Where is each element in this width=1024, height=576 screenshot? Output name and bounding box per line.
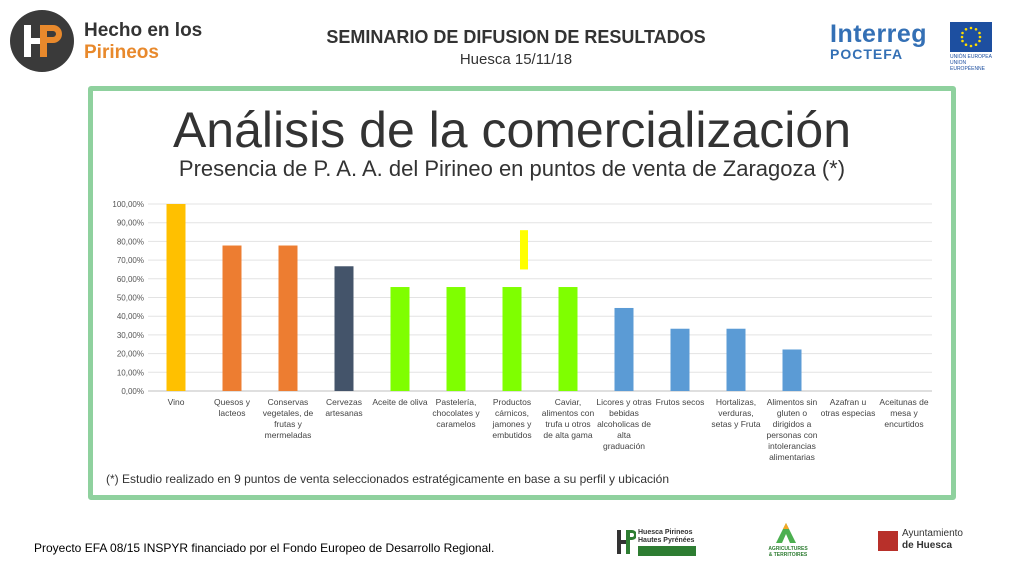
bar xyxy=(222,245,242,391)
bar xyxy=(166,204,186,391)
bar xyxy=(502,287,522,391)
bar-chart: 0,00% 10,00% 20,00% 30,00% 40,00% 50,00% 60,00… xyxy=(96,194,942,474)
bar-chart-canvas: 0,00% 10,00% 20,00% 30,00% 40,00% 50,00% 60,00… xyxy=(112,200,932,396)
ayto-line2: de Huesca xyxy=(902,540,953,551)
hpyr-band xyxy=(638,546,696,556)
slide-title: Análisis de la comercialización xyxy=(172,102,852,158)
y-tick-label: 40,00% xyxy=(117,312,144,321)
interreg-logo: Interreg POCTEFA xyxy=(830,20,928,63)
bar xyxy=(278,245,298,391)
slide-subtitle: Presencia de P. A. A. del Pirineo en pun… xyxy=(178,156,846,181)
interreg-sub: POCTEFA xyxy=(830,46,904,62)
bar xyxy=(782,349,802,391)
hecho-en-los-pirineos-logo-icon xyxy=(10,10,74,72)
hpyr-text: Huesca Pirineos Hautes Pyrénées xyxy=(638,529,694,545)
x-category-label: Hortalizas, verduras, setas y Fruta xyxy=(711,397,761,429)
y-tick-label: 20,00% xyxy=(117,350,144,359)
x-category-label: Aceite de oliva xyxy=(372,397,428,407)
bar xyxy=(390,287,410,391)
brand-line1: Hecho en los xyxy=(84,20,203,41)
eu-text: UNIÓN EUROPEA UNION EUROPÉENNE xyxy=(950,54,992,72)
funding-statement: Proyecto EFA 08/15 INSPYR financiado por… xyxy=(34,541,495,555)
ayto-line1: Ayuntamiento xyxy=(902,528,963,539)
y-tick-label: 70,00% xyxy=(117,256,144,265)
x-category-label: Quesos y lacteos xyxy=(214,397,250,418)
y-tick-label: 0,00% xyxy=(121,387,144,396)
x-category-label: Aceitunas de mesa y encurtidos xyxy=(879,397,929,429)
huesca-pirineos-logo: Huesca Pirineos Hautes Pyrénées xyxy=(616,528,698,560)
x-category-label: Azafran u otras especias xyxy=(820,397,876,418)
x-category-label: Conservas vegetales, de frutas y mermela… xyxy=(262,397,314,440)
y-tick-label: 50,00% xyxy=(117,294,144,303)
agri-leaf-icon xyxy=(774,522,798,544)
hpyr-line2: Hautes Pyrénées xyxy=(638,537,695,544)
ayto-crest-icon xyxy=(878,531,898,551)
seminar-subtitle: Huesca 15/11/18 xyxy=(459,51,573,68)
footnote: (*) Estudio realizado en 9 puntos de ven… xyxy=(106,472,670,486)
bar xyxy=(726,328,746,391)
x-category-label: Vino xyxy=(167,397,185,407)
interreg-name: Interreg xyxy=(830,20,928,48)
y-tick-label: 80,00% xyxy=(117,237,144,246)
y-tick-label: 100,00% xyxy=(112,200,144,209)
x-category-label: Licores y otras bebidas alcoholicas de a… xyxy=(596,397,652,451)
seminar-header: SEMINARIO DE DIFUSION DE RESULTADOS Hues… xyxy=(260,27,772,68)
brand-name: Hecho en los Pirineos xyxy=(84,20,202,64)
agri-text: AGRICULTURES & TERRITOIRES xyxy=(768,546,808,558)
x-category-label: Pastelería, chocolates y caramelos xyxy=(432,397,480,429)
bar xyxy=(558,287,578,391)
y-tick-label: 90,00% xyxy=(117,219,144,228)
bar xyxy=(614,307,634,391)
eu-flag-icon xyxy=(950,22,992,52)
bar xyxy=(334,266,354,391)
x-category-label: Alimentos sin gluten o dirigidos a perso… xyxy=(766,397,818,462)
x-category-label: Frutos secos xyxy=(655,397,705,407)
hpyr-line1: Huesca Pirineos xyxy=(638,529,693,536)
hp-mark-icon xyxy=(616,528,637,558)
x-category-label: Productos cárnicos, jamones y embutidos xyxy=(492,397,532,440)
highlight-marker xyxy=(520,230,528,270)
brand-line2: Pirineos xyxy=(84,42,159,63)
seminar-title: SEMINARIO DE DIFUSION DE RESULTADOS xyxy=(326,27,706,47)
y-tick-label: 10,00% xyxy=(117,368,144,377)
bar xyxy=(670,328,690,391)
y-tick-label: 60,00% xyxy=(117,275,144,284)
y-tick-label: 30,00% xyxy=(117,331,144,340)
agricultures-territoires-logo: AGRICULTURES & TERRITOIRES xyxy=(766,522,808,566)
x-category-label: Caviar, alimentos con trufa u otros de a… xyxy=(541,397,595,440)
x-category-label: Cervezas artesanas xyxy=(325,397,363,418)
bar xyxy=(446,287,466,391)
